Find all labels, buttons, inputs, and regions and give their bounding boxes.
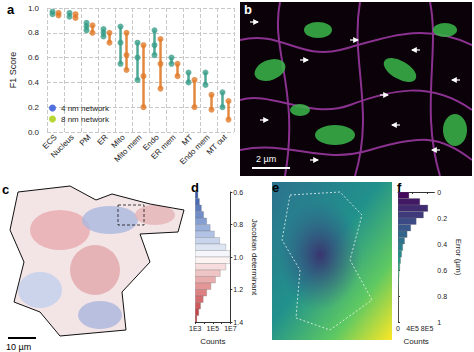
svg-text:0.8: 0.8	[28, 28, 40, 37]
svg-text:MT: MT	[180, 132, 195, 148]
svg-text:1.4: 1.4	[233, 318, 244, 326]
svg-text:1: 1	[437, 319, 441, 326]
svg-text:1.0: 1.0	[233, 254, 243, 261]
svg-text:MT out: MT out	[205, 132, 229, 156]
svg-text:Counts: Counts	[200, 337, 225, 346]
svg-text:ECS: ECS	[40, 132, 59, 151]
svg-text:8 nm network: 8 nm network	[61, 115, 110, 124]
svg-text:2 µm: 2 µm	[256, 154, 276, 164]
svg-text:4E5: 4E5	[406, 325, 419, 332]
svg-text:0.2: 0.2	[437, 215, 447, 222]
svg-text:Nucleus: Nucleus	[49, 133, 76, 160]
svg-text:1.2: 1.2	[233, 286, 243, 293]
svg-text:0: 0	[437, 189, 441, 196]
svg-text:0.6: 0.6	[28, 53, 40, 62]
svg-text:1.0: 1.0	[28, 4, 40, 13]
svg-text:ER mem: ER mem	[149, 133, 178, 162]
svg-text:Mito mem: Mito mem	[113, 133, 144, 164]
svg-text:e: e	[272, 180, 279, 195]
svg-text:0.4: 0.4	[437, 241, 447, 248]
svg-text:d: d	[191, 180, 199, 195]
svg-text:0: 0	[396, 325, 400, 332]
svg-text:4 nm network: 4 nm network	[61, 104, 110, 113]
svg-text:0.0: 0.0	[28, 128, 40, 137]
svg-text:1E5: 1E5	[207, 325, 220, 332]
svg-text:F1 Score: F1 Score	[8, 52, 18, 89]
svg-text:0.8: 0.8	[437, 293, 447, 300]
svg-text:PM: PM	[78, 133, 93, 148]
svg-text:ER: ER	[95, 133, 109, 147]
svg-text:1E7: 1E7	[224, 325, 237, 332]
svg-text:Endo mem: Endo mem	[178, 132, 212, 167]
svg-text:0.6: 0.6	[233, 189, 243, 196]
svg-text:1E3: 1E3	[189, 325, 202, 332]
svg-text:Error (µm): Error (µm)	[454, 239, 463, 276]
svg-text:0.2: 0.2	[28, 103, 40, 112]
svg-text:c: c	[2, 182, 9, 197]
svg-text:8E5: 8E5	[421, 325, 434, 332]
svg-text:a: a	[7, 2, 15, 17]
svg-text:0.4: 0.4	[28, 78, 40, 87]
svg-text:0.8: 0.8	[233, 221, 243, 228]
svg-text:Counts: Counts	[404, 337, 429, 346]
svg-text:Jacobian determinant: Jacobian determinant	[250, 219, 259, 296]
svg-text:0.6: 0.6	[437, 267, 447, 274]
svg-text:f: f	[397, 180, 402, 195]
svg-text:b: b	[244, 2, 252, 17]
svg-text:Endo: Endo	[141, 132, 161, 153]
svg-text:10 µm: 10 µm	[6, 342, 31, 352]
